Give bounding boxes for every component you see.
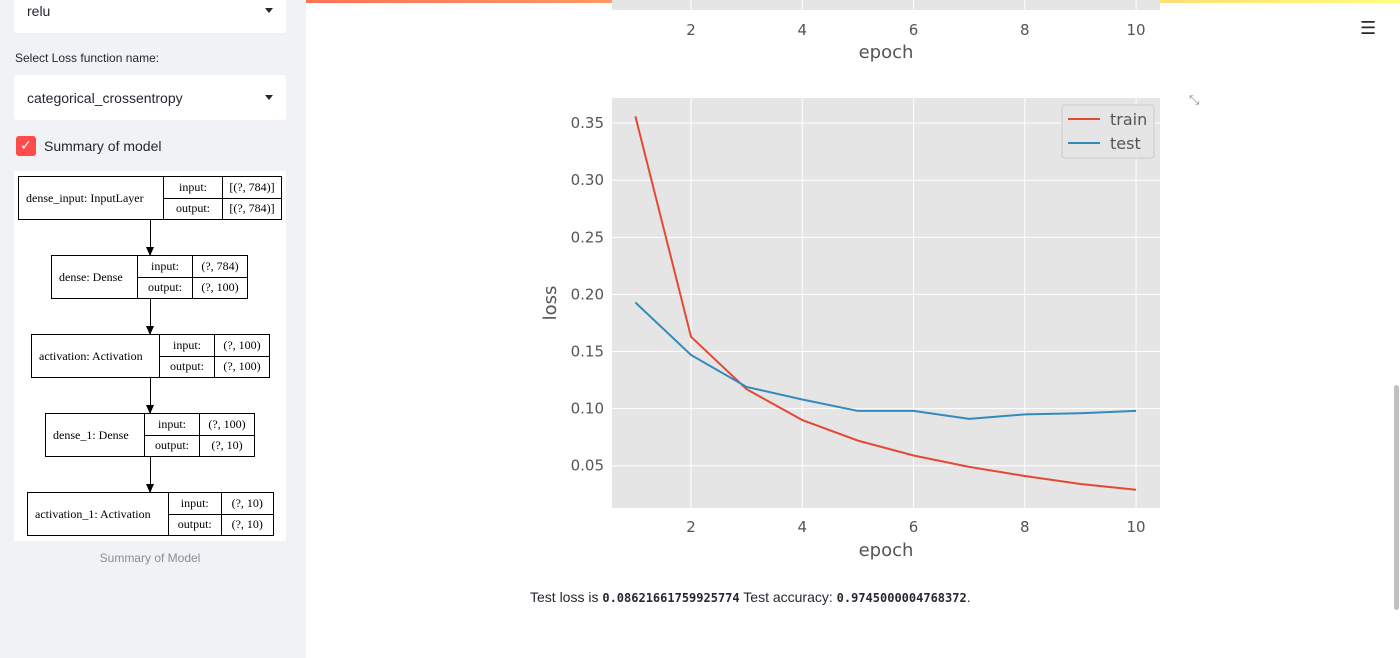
- io-labels: input: output:: [169, 493, 222, 535]
- io-shapes: [(?, 784)] [(?, 784)]: [223, 177, 281, 219]
- input-label: input:: [138, 256, 192, 278]
- y-tick-label: 0.20: [571, 285, 604, 303]
- chevron-down-icon: [265, 8, 273, 13]
- io-shapes: (?, 100) (?, 10): [200, 414, 254, 456]
- input-shape: (?, 100): [200, 414, 254, 436]
- output-label: output:: [147, 280, 182, 295]
- top-chart-x-tick: 6: [909, 21, 919, 39]
- io-labels: input: output:: [138, 256, 193, 298]
- layer-node: activation: Activation input: output: (?,…: [31, 334, 270, 378]
- x-axis-label: epoch: [859, 540, 914, 561]
- sidebar: relu Select Loss function name: categori…: [0, 0, 306, 658]
- loss-select[interactable]: categorical_crossentropy: [14, 75, 286, 120]
- layer-name: dense_1: Dense: [46, 414, 145, 456]
- x-tick-label: 2: [686, 518, 696, 536]
- y-tick-label: 0.05: [571, 457, 604, 475]
- fullscreen-expand-icon[interactable]: ⤡: [1189, 93, 1200, 108]
- layer-name: dense_input: InputLayer: [19, 177, 164, 219]
- input-shape: [(?, 784)]: [223, 177, 281, 199]
- series-line-train: [634, 116, 1137, 491]
- y-tick-label: 0.10: [571, 400, 604, 418]
- x-tick-label: 4: [797, 518, 807, 536]
- y-tick-label: 0.30: [571, 171, 604, 189]
- result-suffix: .: [966, 589, 971, 605]
- x-tick-label: 6: [909, 518, 919, 536]
- arrow-connector: [146, 457, 154, 493]
- test-result-text: Test loss is 0.08621661759925774 Test ac…: [530, 589, 971, 605]
- diagram-caption: Summary of Model: [99, 551, 201, 565]
- io-labels: input: output:: [160, 335, 215, 377]
- io-shapes: (?, 10) (?, 10): [221, 493, 273, 535]
- summary-checkbox-label: Summary of model: [44, 138, 162, 154]
- output-shape: (?, 10): [211, 438, 243, 453]
- layer-name: activation: Activation: [32, 335, 160, 377]
- legend-label: train: [1110, 110, 1147, 129]
- input-label: input:: [160, 335, 214, 357]
- top-chart-x-tick: 4: [797, 21, 807, 39]
- plot-area: [612, 98, 1160, 508]
- output-shape: (?, 100): [201, 280, 239, 295]
- input-shape: (?, 100): [215, 335, 269, 357]
- arrow-connector: [146, 220, 154, 256]
- layer-node: dense_input: InputLayer input: output: [(…: [18, 176, 282, 220]
- y-axis-label: loss: [540, 286, 561, 321]
- activation-select-value: relu: [27, 2, 51, 19]
- scrollbar[interactable]: [1394, 385, 1399, 610]
- top-chart-x-label: epoch: [859, 42, 914, 63]
- top-chart-x-tick: 10: [1127, 21, 1146, 39]
- arrow-connector: [146, 299, 154, 335]
- layer-node: dense: Dense input: output: (?, 784) (?, 1…: [51, 255, 248, 299]
- layer-node: activation_1: Activation input: output: (…: [27, 492, 274, 536]
- model-summary-diagram: dense_input: InputLayer input: output: [(…: [14, 171, 286, 541]
- y-tick-label: 0.35: [571, 114, 604, 132]
- input-label: input:: [169, 493, 221, 515]
- io-shapes: (?, 784) (?, 100): [193, 256, 247, 298]
- input-shape: (?, 784): [193, 256, 247, 278]
- y-tick-label: 0.25: [571, 228, 604, 246]
- loss-value: 0.08621661759925774: [602, 591, 740, 605]
- activation-select[interactable]: relu: [14, 0, 286, 33]
- loss-select-label: Select Loss function name:: [15, 51, 160, 65]
- loss-select-value: categorical_crossentropy: [27, 89, 183, 106]
- layer-name: activation_1: Activation: [28, 493, 169, 535]
- x-tick-label: 10: [1127, 518, 1146, 536]
- arrow-connector: [146, 378, 154, 414]
- output-shape: (?, 100): [223, 359, 261, 374]
- chevron-down-icon: [265, 95, 273, 100]
- x-tick-label: 8: [1020, 518, 1030, 536]
- series-line-test: [634, 301, 1137, 420]
- output-shape: [(?, 784)]: [229, 201, 275, 216]
- output-label: output:: [154, 438, 189, 453]
- input-shape: (?, 10): [221, 493, 273, 515]
- loss-prefix: Test loss is: [530, 589, 599, 605]
- output-label: output:: [169, 359, 204, 374]
- input-label: input:: [145, 414, 199, 436]
- top-chart-x-tick: 2: [686, 21, 696, 39]
- io-labels: input: output:: [164, 177, 223, 219]
- legend: [1061, 104, 1155, 159]
- layer-name: dense: Dense: [52, 256, 138, 298]
- legend-label: test: [1110, 134, 1141, 153]
- io-labels: input: output:: [145, 414, 200, 456]
- acc-prefix: Test accuracy:: [743, 589, 833, 605]
- output-shape: (?, 10): [231, 517, 263, 532]
- summary-checkbox[interactable]: ✓: [16, 136, 36, 156]
- output-label: output:: [177, 517, 212, 532]
- hamburger-icon[interactable]: ☰: [1360, 18, 1377, 39]
- layer-node: dense_1: Dense input: output: (?, 100) (?,…: [45, 413, 255, 457]
- y-tick-label: 0.15: [571, 343, 604, 361]
- acc-value: 0.9745000004768372: [836, 591, 967, 605]
- top-chart-x-tick: 8: [1020, 21, 1030, 39]
- io-shapes: (?, 100) (?, 100): [215, 335, 269, 377]
- input-label: input:: [164, 177, 222, 199]
- output-label: output:: [175, 201, 210, 216]
